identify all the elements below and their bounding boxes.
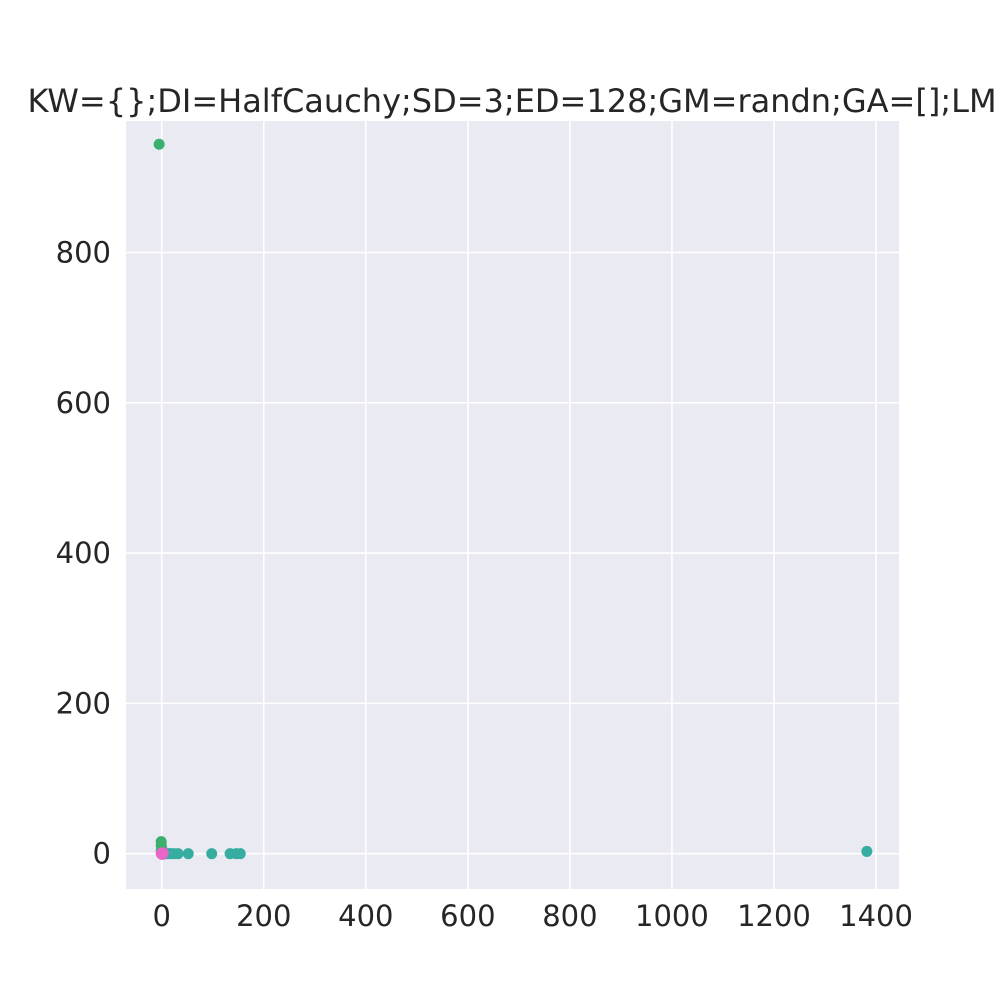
x-tick-label: 200	[236, 899, 291, 933]
plot-area	[126, 121, 899, 889]
x-tick-label: 400	[338, 899, 393, 933]
x-gridlines	[160, 121, 877, 889]
data-points	[153, 138, 873, 860]
y-tick-label: 600	[56, 386, 111, 420]
x-tick-label: 600	[440, 899, 495, 933]
data-point	[861, 845, 873, 857]
data-point	[172, 848, 184, 860]
chart-title: KW={};DI=HalfCauchy;SD=3;ED=128;GM=randn…	[27, 82, 996, 120]
y-tick-label: 400	[56, 536, 111, 570]
x-tick-label: 1000	[635, 899, 709, 933]
data-point	[234, 848, 246, 860]
y-tick-label: 200	[56, 686, 111, 720]
data-point	[182, 848, 194, 860]
data-point	[157, 847, 169, 859]
x-tick-label: 0	[152, 899, 170, 933]
y-tick-labels: 0 200 400 600 800	[56, 236, 111, 871]
x-tick-label: 800	[542, 899, 597, 933]
x-tick-label: 1400	[839, 899, 913, 933]
x-tick-label: 1200	[737, 899, 811, 933]
data-point	[206, 848, 218, 860]
data-point	[153, 138, 165, 150]
series-2	[155, 847, 169, 860]
x-tick-labels: 0 200 400 600 800 1000 1200 1400	[152, 899, 912, 933]
y-tick-label: 0	[93, 837, 111, 871]
y-gridlines	[126, 251, 899, 855]
y-tick-label: 800	[56, 236, 111, 270]
